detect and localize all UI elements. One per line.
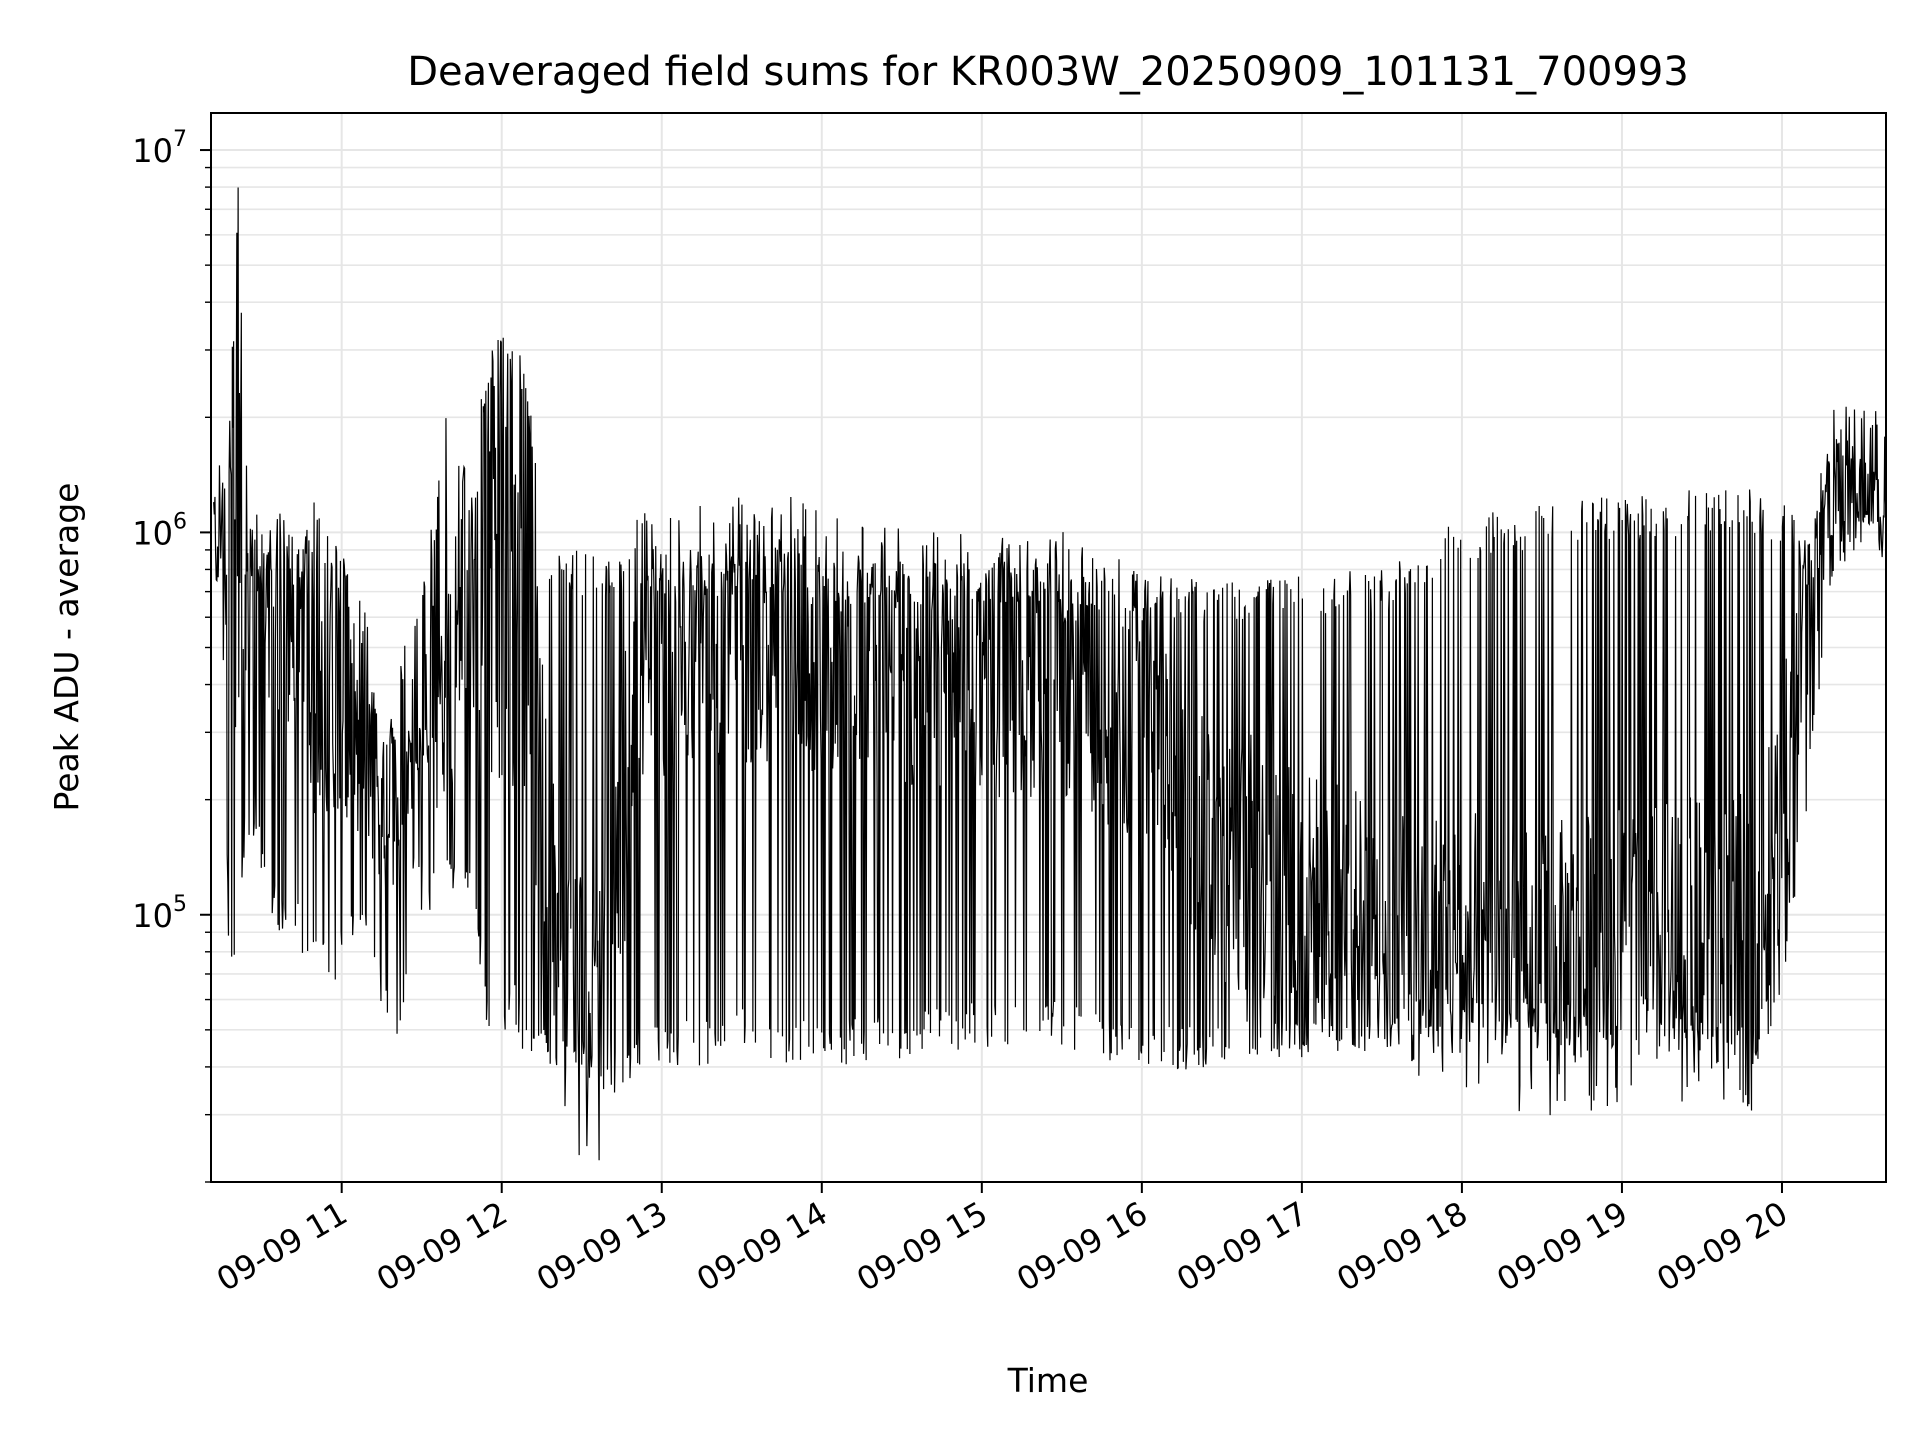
data-series <box>213 187 1887 1161</box>
y-tick-label: 105 <box>132 892 187 935</box>
chart-title: Deaveraged field sums for KR003W_2025090… <box>407 49 1689 95</box>
y-axis-title: Peak ADU - average <box>47 483 86 812</box>
y-axis: 105 106 107 <box>132 127 211 1183</box>
series-line <box>213 187 1887 1161</box>
x-axis-title: Time <box>1007 1361 1089 1400</box>
y-tick-label: 107 <box>132 127 187 170</box>
y-tick-label: 106 <box>132 509 187 552</box>
